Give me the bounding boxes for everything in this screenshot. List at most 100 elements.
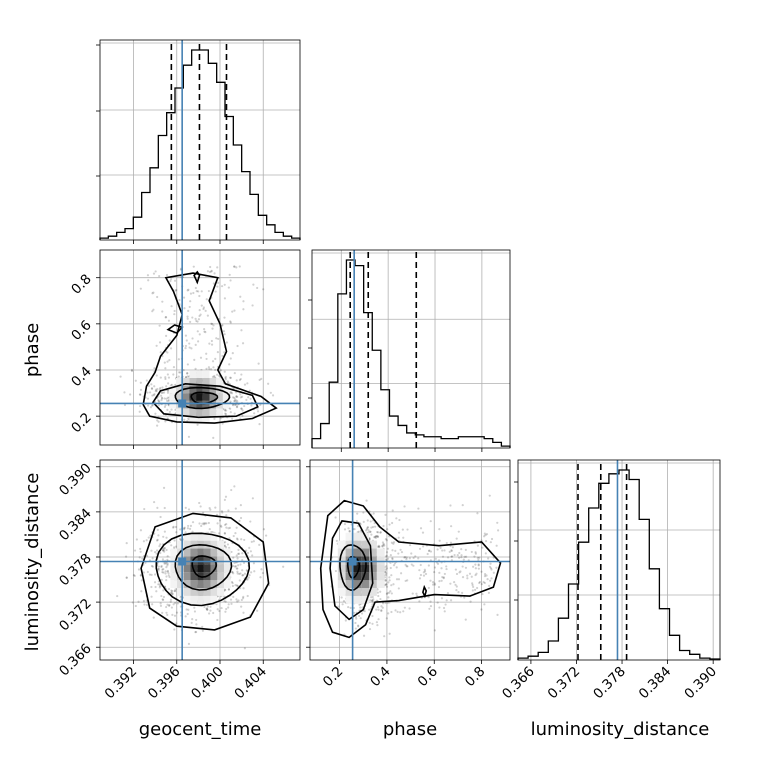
- sample-point: [478, 556, 481, 559]
- sample-point: [165, 566, 168, 569]
- sample-point: [374, 525, 377, 528]
- sample-point: [165, 334, 168, 337]
- sample-point: [199, 505, 202, 508]
- sample-point: [334, 516, 337, 519]
- density-cell: [217, 588, 224, 596]
- sample-point: [163, 546, 166, 550]
- sample-point: [354, 627, 357, 630]
- sample-point: [187, 608, 190, 611]
- sample-point: [429, 600, 432, 603]
- sample-point: [140, 579, 143, 582]
- sample-point: [184, 506, 187, 509]
- sample-point: [369, 530, 372, 533]
- sample-point: [154, 270, 157, 273]
- contour-level-2: [174, 386, 231, 410]
- sample-point: [371, 525, 375, 529]
- sample-point: [165, 397, 168, 400]
- density-cell: [209, 393, 217, 401]
- sample-point: [176, 602, 180, 605]
- sample-point: [206, 270, 210, 273]
- panel-geocent-time-vs-phase: [99, 249, 301, 446]
- sample-point: [200, 290, 203, 293]
- sample-point: [149, 406, 153, 409]
- sample-point: [405, 565, 408, 568]
- sample-point: [231, 352, 234, 355]
- sample-point: [402, 610, 405, 613]
- sample-point: [389, 590, 392, 593]
- sample-point: [200, 524, 203, 528]
- sample-point: [216, 351, 219, 354]
- sample-point: [231, 582, 234, 585]
- sample-point: [146, 404, 150, 407]
- density-cell: [170, 556, 178, 565]
- sample-point: [231, 584, 234, 588]
- density-cell: [216, 393, 223, 401]
- sample-point: [198, 522, 201, 525]
- sample-point: [179, 528, 182, 531]
- density-cell: [216, 408, 223, 417]
- sample-point: [159, 543, 162, 546]
- sample-point: [166, 391, 170, 394]
- sample-point: [384, 573, 387, 577]
- density-cell: [353, 532, 362, 541]
- sample-point: [271, 394, 275, 397]
- sample-point: [170, 591, 174, 594]
- sample-point: [166, 564, 169, 567]
- sample-point: [384, 579, 387, 582]
- sample-point: [483, 535, 486, 538]
- sample-point: [362, 511, 365, 514]
- sample-point: [157, 399, 160, 402]
- sample-point: [225, 341, 228, 344]
- sample-point: [233, 485, 236, 488]
- sample-point: [157, 569, 160, 572]
- sample-point: [223, 595, 226, 598]
- sample-point: [360, 612, 364, 615]
- sample-point: [158, 400, 161, 404]
- sample-point: [132, 573, 136, 577]
- sample-point: [216, 266, 219, 269]
- sample-point: [415, 592, 418, 595]
- sample-point: [387, 581, 390, 584]
- sample-point: [387, 596, 390, 599]
- sample-point: [204, 330, 207, 334]
- sample-point: [448, 550, 451, 553]
- sample-point: [462, 558, 465, 561]
- sample-point: [423, 568, 426, 571]
- density-cell: [376, 580, 385, 589]
- sample-point: [143, 507, 146, 511]
- sample-point: [165, 611, 168, 614]
- sample-point: [363, 610, 366, 613]
- sample-point: [433, 583, 437, 586]
- sample-point: [220, 285, 224, 288]
- sample-point: [212, 282, 215, 285]
- sample-point: [474, 552, 477, 555]
- sample-point: [248, 574, 251, 577]
- sample-point: [431, 581, 435, 584]
- density-cell: [196, 400, 203, 409]
- sample-point: [233, 412, 236, 415]
- hist-panel-geocent-time: [99, 39, 301, 241]
- sample-point: [357, 530, 360, 533]
- density-cell: [169, 400, 176, 409]
- sample-point: [382, 524, 385, 528]
- sample-point: [219, 369, 223, 372]
- sample-point: [216, 285, 219, 288]
- sample-point: [150, 383, 153, 386]
- sample-point: [154, 388, 158, 391]
- sample-point: [227, 606, 230, 609]
- sample-point: [156, 528, 159, 532]
- xlabel-geocent-time: geocent_time: [139, 719, 262, 740]
- sample-point: [177, 358, 180, 361]
- density-cell: [176, 408, 183, 417]
- sample-point: [433, 582, 436, 585]
- sample-point: [217, 532, 221, 535]
- density-cell: [203, 556, 211, 565]
- sample-point: [218, 519, 222, 522]
- sample-point: [253, 570, 256, 573]
- sample-point: [178, 371, 181, 374]
- sample-point: [250, 571, 253, 574]
- sample-point: [232, 396, 235, 399]
- sample-point: [155, 590, 158, 593]
- sample-point: [391, 509, 394, 512]
- sample-point: [166, 373, 169, 376]
